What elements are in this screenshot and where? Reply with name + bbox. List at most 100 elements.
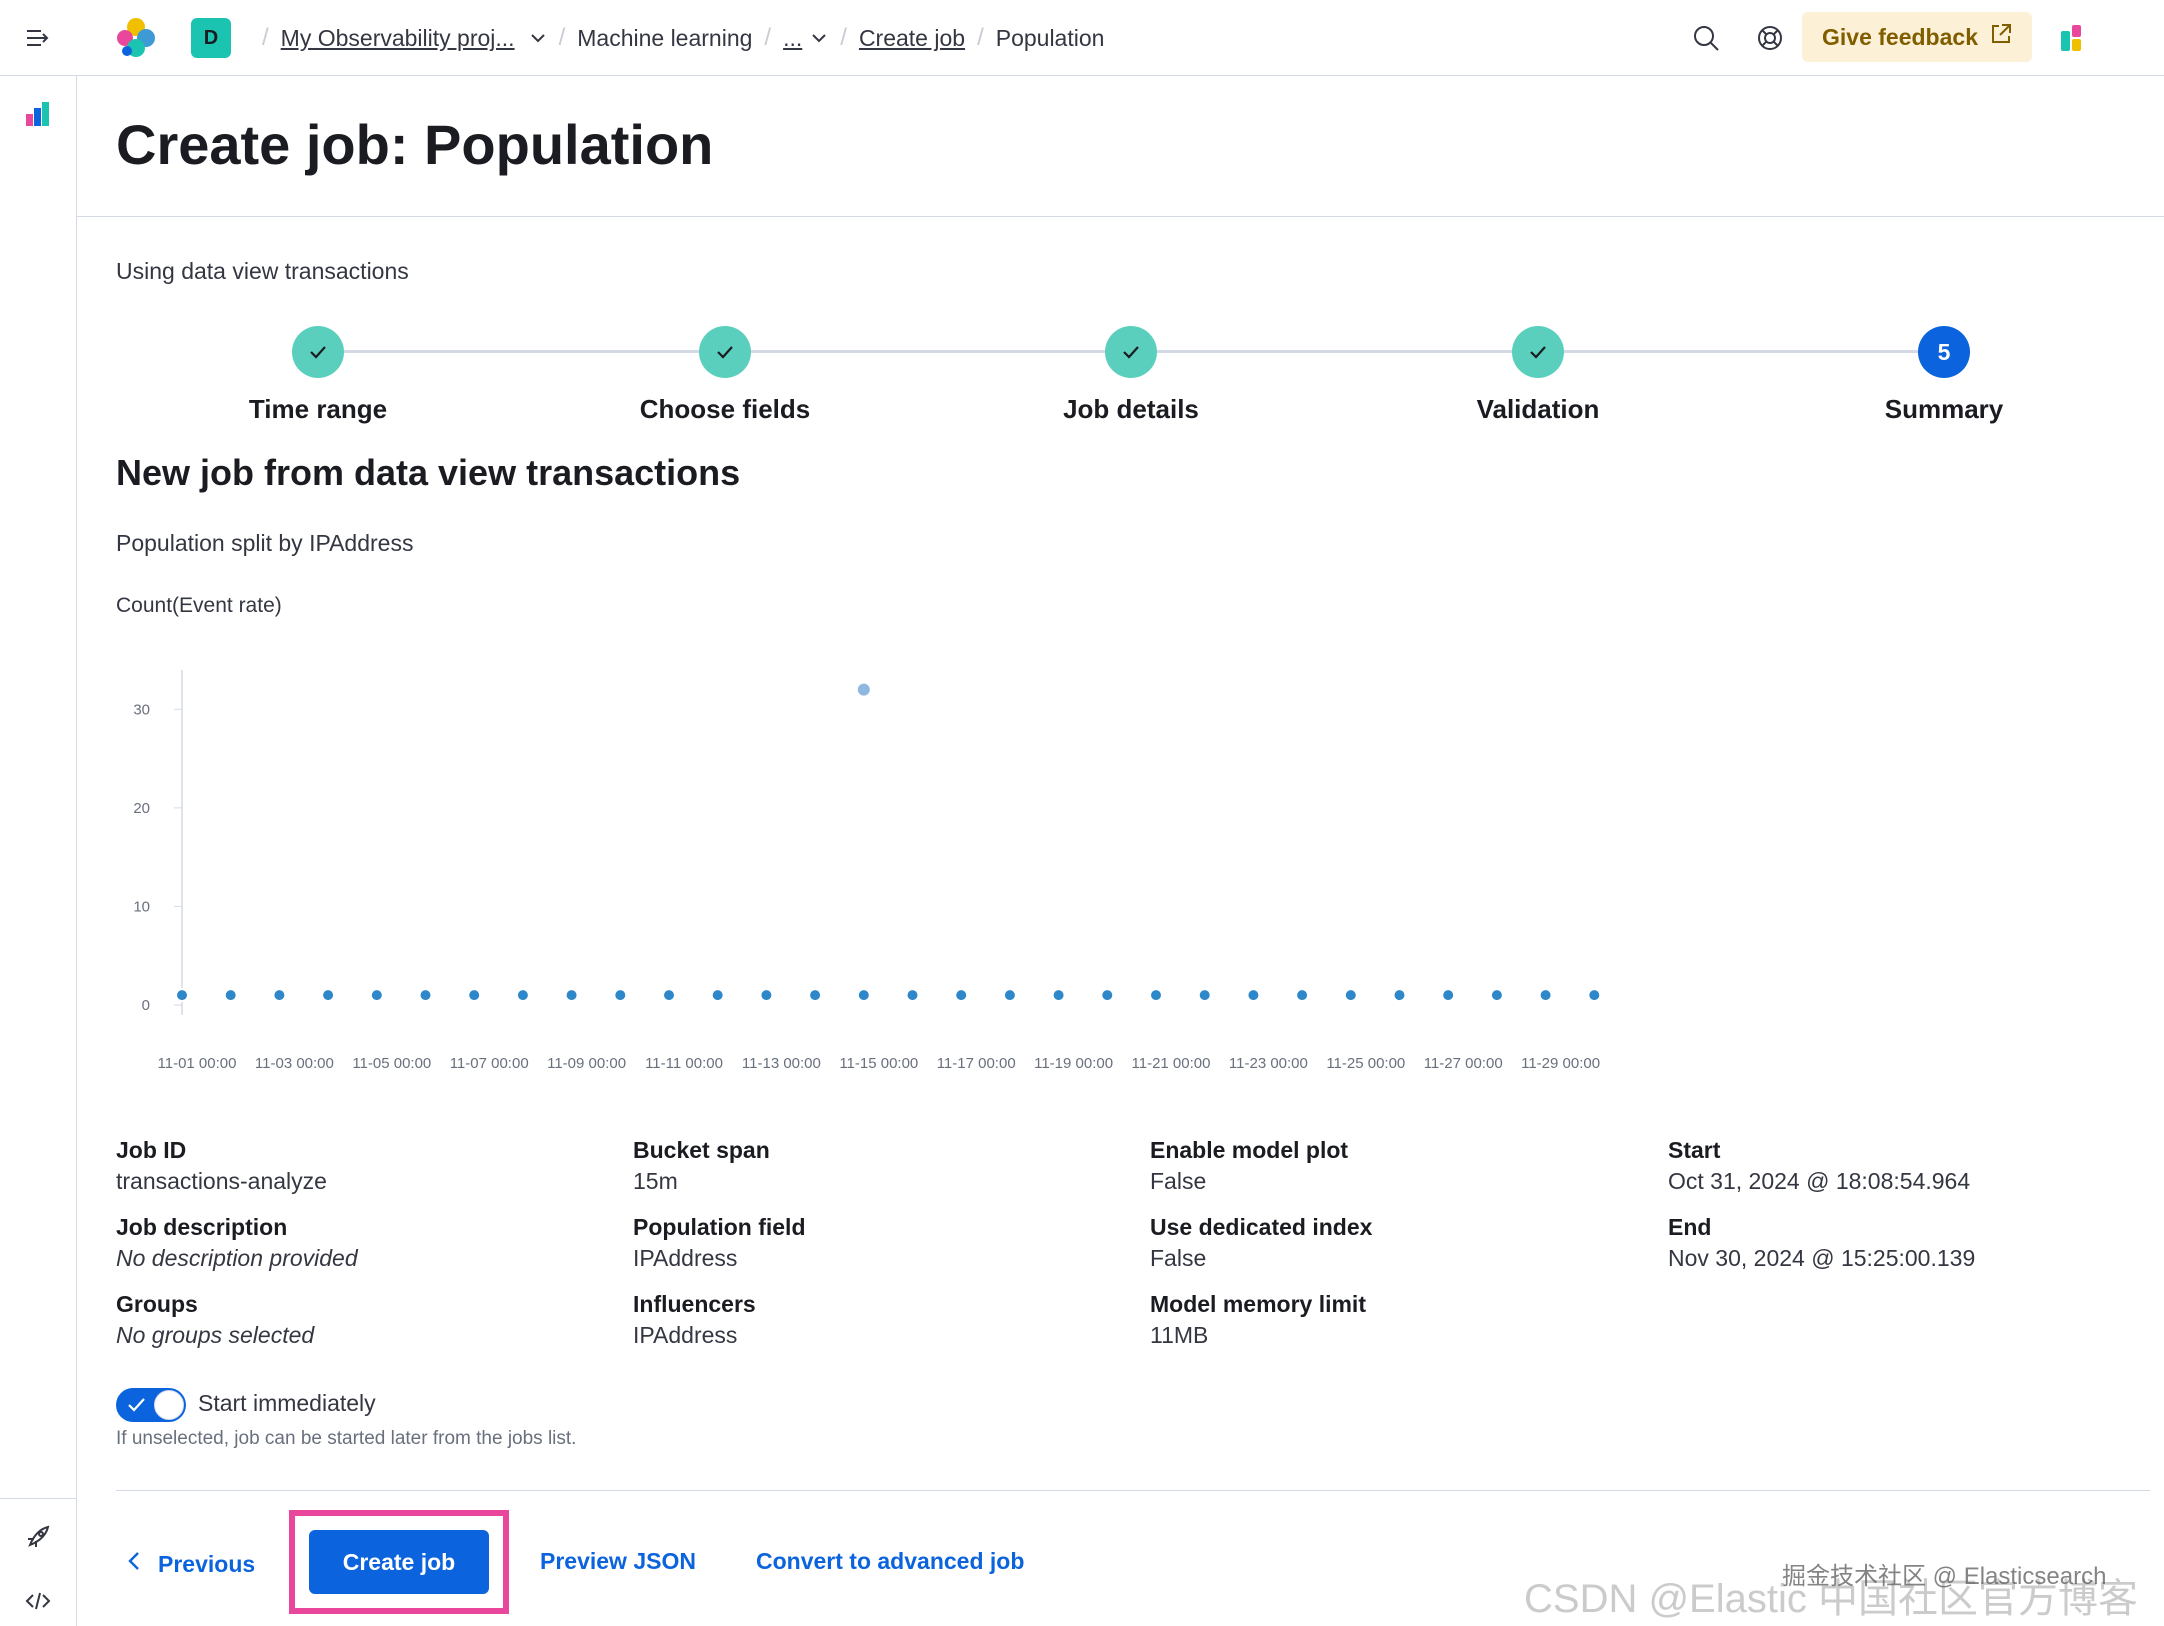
elastic-logo-icon[interactable] bbox=[112, 14, 160, 62]
data-point[interactable] bbox=[1246, 988, 1261, 1003]
breadcrumb-ellipsis[interactable]: ... bbox=[783, 24, 803, 51]
breadcrumb-separator: / bbox=[558, 24, 566, 51]
data-point[interactable] bbox=[1343, 988, 1358, 1003]
memory-limit-field: Model memory limit 11MB bbox=[1150, 1290, 1650, 1352]
step-label: Job details bbox=[1063, 394, 1199, 424]
end-value: Nov 30, 2024 @ 15:25:00.139 bbox=[1668, 1245, 1976, 1271]
data-point[interactable] bbox=[662, 988, 676, 1003]
x-tick-label: 11-01 00:00 bbox=[158, 1055, 237, 1072]
data-point[interactable] bbox=[1392, 988, 1407, 1003]
data-point[interactable] bbox=[710, 988, 725, 1003]
footer-divider bbox=[116, 1490, 2150, 1491]
data-point[interactable] bbox=[515, 988, 530, 1003]
data-point[interactable] bbox=[1587, 988, 1602, 1003]
data-point[interactable] bbox=[564, 988, 579, 1003]
groups-label: Groups bbox=[116, 1291, 198, 1317]
data-point[interactable] bbox=[759, 988, 774, 1003]
create-job-button[interactable]: Create job bbox=[309, 1530, 489, 1594]
job-summary: Job ID transactions-analyze Job descript… bbox=[116, 1136, 2164, 1356]
data-point[interactable] bbox=[1441, 988, 1456, 1003]
data-point[interactable] bbox=[1538, 988, 1553, 1003]
y-tick-label: 30 bbox=[133, 701, 150, 718]
convert-advanced-job-button[interactable]: Convert to advanced job bbox=[756, 1548, 1025, 1574]
step-label: Validation bbox=[1476, 394, 1600, 424]
influencers-value: IPAddress bbox=[633, 1322, 738, 1348]
observability-icon[interactable] bbox=[20, 96, 56, 132]
step-time-range[interactable]: Time range bbox=[168, 326, 468, 425]
step-validation[interactable]: Validation bbox=[1388, 326, 1688, 425]
preview-json-button[interactable]: Preview JSON bbox=[540, 1548, 696, 1574]
breadcrumb-machine-learning[interactable]: Machine learning bbox=[577, 24, 753, 51]
data-point[interactable] bbox=[613, 988, 628, 1003]
space-avatar[interactable]: D bbox=[191, 18, 231, 58]
data-point[interactable] bbox=[954, 988, 969, 1003]
x-tick-label: 11-09 00:00 bbox=[547, 1055, 626, 1072]
end-label: End bbox=[1668, 1214, 1712, 1240]
data-point[interactable] bbox=[369, 988, 384, 1003]
chart-title: Count(Event rate) bbox=[116, 594, 282, 617]
chevron-down-icon[interactable] bbox=[810, 32, 828, 44]
model-plot-label: Enable model plot bbox=[1150, 1137, 1349, 1163]
x-tick-label: 11-21 00:00 bbox=[1132, 1055, 1211, 1072]
data-point[interactable] bbox=[856, 988, 871, 1003]
data-point[interactable] bbox=[467, 988, 482, 1003]
data-point[interactable] bbox=[1100, 988, 1115, 1003]
toggle-knob bbox=[154, 1390, 184, 1420]
start-value: Oct 31, 2024 @ 18:08:54.964 bbox=[1668, 1168, 1971, 1194]
chevron-left-icon bbox=[126, 1549, 142, 1579]
population-field: Population field IPAddress bbox=[633, 1213, 1133, 1275]
data-point[interactable] bbox=[175, 988, 189, 1003]
data-point[interactable] bbox=[1002, 988, 1017, 1003]
section-title: New job from data view transactions bbox=[116, 452, 741, 493]
header-divider bbox=[77, 216, 2164, 217]
top-bar: D / My Observability proj... / Machine l… bbox=[0, 0, 2164, 76]
data-point[interactable] bbox=[1051, 988, 1066, 1003]
y-tick-label: 0 bbox=[142, 997, 150, 1014]
give-feedback-button[interactable]: Give feedback bbox=[1802, 12, 2032, 62]
breadcrumb-create-job[interactable]: Create job bbox=[858, 24, 966, 51]
bucket-span-field: Bucket span 15m bbox=[633, 1136, 1133, 1198]
previous-button[interactable]: Previous bbox=[126, 1542, 255, 1586]
step-job-details[interactable]: Job details bbox=[981, 326, 1281, 425]
help-icon[interactable] bbox=[1752, 20, 1788, 56]
start-immediately-label[interactable]: Start immediately bbox=[198, 1390, 376, 1416]
data-point[interactable] bbox=[223, 988, 238, 1003]
step-label: Time range bbox=[248, 394, 388, 424]
step-number: 5 bbox=[1918, 326, 1970, 378]
start-label: Start bbox=[1668, 1137, 1721, 1163]
population-field-value: IPAddress bbox=[633, 1245, 738, 1271]
rocket-icon[interactable] bbox=[20, 1519, 56, 1555]
check-icon bbox=[126, 1394, 148, 1421]
search-icon[interactable] bbox=[1688, 20, 1724, 56]
step-choose-fields[interactable]: Choose fields bbox=[575, 326, 875, 425]
outlier-point[interactable] bbox=[857, 683, 870, 696]
app-switcher-icon[interactable] bbox=[2054, 20, 2090, 56]
data-point[interactable] bbox=[905, 988, 920, 1003]
menu-toggle-icon[interactable] bbox=[20, 20, 56, 56]
x-tick-label: 11-29 00:00 bbox=[1521, 1055, 1600, 1072]
chevron-down-icon[interactable] bbox=[529, 32, 547, 44]
groups-value: No groups selected bbox=[116, 1322, 315, 1348]
breadcrumb: / My Observability proj... / Machine lea… bbox=[250, 22, 1104, 54]
x-tick-label: 11-13 00:00 bbox=[742, 1055, 821, 1072]
x-tick-label: 11-11 00:00 bbox=[645, 1055, 723, 1072]
start-immediately-help: If unselected, job can be started later … bbox=[116, 1428, 577, 1449]
data-point[interactable] bbox=[1197, 988, 1212, 1003]
data-point[interactable] bbox=[272, 988, 287, 1003]
model-plot-field: Enable model plot False bbox=[1150, 1136, 1650, 1198]
data-point[interactable] bbox=[321, 988, 336, 1003]
start-field: Start Oct 31, 2024 @ 18:08:54.964 bbox=[1668, 1136, 2164, 1198]
give-feedback-label: Give feedback bbox=[1822, 23, 1978, 50]
breadcrumb-project[interactable]: My Observability proj... bbox=[280, 24, 515, 51]
code-icon[interactable] bbox=[20, 1583, 56, 1619]
start-immediately-toggle[interactable] bbox=[116, 1388, 186, 1422]
data-view-text: Using data view transactions bbox=[116, 258, 409, 284]
data-point[interactable] bbox=[1295, 988, 1310, 1003]
data-point[interactable] bbox=[418, 988, 433, 1003]
data-point[interactable] bbox=[808, 988, 823, 1003]
step-label: Choose fields bbox=[639, 394, 811, 424]
data-point[interactable] bbox=[1149, 988, 1163, 1003]
page-title: Create job: Population bbox=[116, 113, 714, 176]
influencers-label: Influencers bbox=[633, 1291, 756, 1317]
data-point[interactable] bbox=[1489, 988, 1504, 1003]
